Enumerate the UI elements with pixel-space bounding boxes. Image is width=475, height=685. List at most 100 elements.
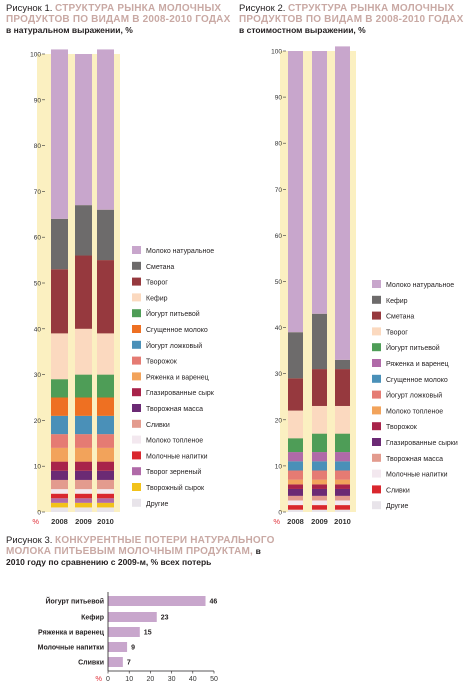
chart2-legend-label: Молоко натуральное [386, 282, 454, 289]
chart2-legend-label: Ряженка и варенец [386, 361, 449, 368]
chart1-bar-segment [75, 507, 92, 512]
chart3-value-label: 15 [144, 630, 152, 637]
chart2-y-tick: 10 [275, 463, 283, 470]
chart1-y-tick: 40 [34, 326, 42, 333]
chart2-legend-label: Йогурт ложковый [386, 391, 442, 400]
chart3-unit-label: % [95, 674, 102, 683]
chart2-bar-segment [288, 332, 303, 379]
chart2-bar-segment [288, 51, 303, 333]
chart2-unit-label: % [273, 517, 280, 526]
chart2-bar-segment [288, 484, 303, 489]
chart2-bar-segment [335, 495, 350, 501]
chart2-bar-segment [288, 505, 303, 510]
fig1-subtitle: в натуральном выражении, % [6, 25, 133, 35]
chart1-legend-swatch [132, 404, 141, 412]
chart2-legend-swatch [372, 327, 381, 336]
fig2-number: Рисунок 2. [239, 3, 286, 14]
chart1-bar-segment [97, 260, 114, 334]
chart1-legend-swatch [132, 388, 141, 397]
chart1-bar-segment [51, 218, 68, 270]
chart1-bar-segment [97, 333, 114, 375]
chart1-bar-segment [97, 470, 114, 480]
chart2-bar-segment [288, 438, 303, 453]
chart2-y-tick: 60 [275, 233, 283, 240]
fig3-title: КОНКУРЕНТНЫЕ ПОТЕРИ НАТУРАЛЬНОГО МОЛОКА … [6, 535, 275, 557]
chart2-bar-segment [335, 479, 350, 485]
chart2-bar-segment [312, 500, 327, 506]
chart1-legend-label: Сгущенное молоко [146, 327, 208, 334]
chart2-y-tick: 90 [275, 95, 283, 102]
chart2-legend-label: Сметана [386, 314, 414, 321]
chart1-bar-segment [51, 479, 68, 490]
chart3-bar [108, 642, 128, 652]
chart3-bar [108, 596, 206, 606]
chart2-y-tick: 30 [275, 371, 283, 378]
chart3-value-label: 23 [161, 615, 169, 622]
chart2-legend-swatch [372, 406, 381, 415]
chart1-legend-swatch [132, 451, 141, 460]
chart2-legend-swatch [372, 311, 381, 320]
chart2-bar-segment [312, 369, 327, 406]
chart1-legend-swatch [132, 498, 141, 507]
chart1-legend-label: Сливки [146, 422, 170, 429]
chart1-bar-segment [97, 374, 114, 398]
chart1-legend-label: Творог зерненый [146, 468, 201, 476]
chart1-legend-swatch [132, 261, 141, 270]
chart1-legend-swatch [132, 277, 141, 286]
chart3-category-label: Кефир [81, 615, 104, 622]
chart2-y-tick: 0 [278, 510, 282, 517]
chart2-bar-segment [288, 488, 303, 496]
chart2-y-tick: 50 [275, 279, 283, 286]
chart1-legend-swatch [132, 340, 141, 349]
chart1-bar-segment [97, 434, 114, 448]
fig1-title-block: Рисунок 1. СТРУКТУРА РЫНКА МОЛОЧНЫХ ПРОД… [6, 3, 231, 36]
chart2-y-tick: 20 [275, 417, 283, 424]
chart2-bar-segment [312, 484, 327, 489]
chart2-x-tick: 2010 [334, 517, 351, 526]
chart3-category-label: Молочные напитки [38, 645, 104, 652]
chart3-value-label: 9 [131, 645, 135, 652]
chart1-bar-segment [97, 502, 114, 508]
chart2-bar-segment [335, 46, 350, 360]
fig2-subtitle: в стоимостном выражении, % [239, 25, 366, 35]
chart1-legend-swatch [132, 309, 141, 318]
chart3-x-tick: 0 [106, 676, 110, 683]
fig3-subtitle: в 2010 году по сравнению с 2009-м, % все… [6, 546, 261, 567]
chart1-y-tick: 50 [34, 281, 42, 288]
chart2-bar-segment [288, 479, 303, 485]
chart2-bar-segment [288, 495, 303, 501]
chart1-legend-swatch [132, 483, 141, 491]
chart1-legend-swatch [132, 293, 141, 302]
chart2-bar-segment [288, 378, 303, 411]
chart1-x-tick: 2008 [51, 517, 68, 526]
chart2-bar-segment [335, 505, 350, 510]
chart1-legend-label: Творожок [146, 359, 178, 366]
chart1-bar-segment [75, 447, 92, 462]
chart1-bar-segment [97, 461, 114, 471]
chart3-x-tick: 50 [210, 676, 218, 683]
chart1-bar-segment [75, 255, 92, 329]
chart2-bar-segment [312, 433, 327, 453]
chart3-x-tick: 40 [189, 676, 197, 683]
chart2-legend-label: Творожок [386, 424, 418, 431]
chart1-legend-label: Другие [146, 501, 169, 508]
chart2-bar-segment [335, 488, 350, 496]
chart1-bar-segment [51, 502, 68, 508]
chart1-legend-label: Кефир [146, 295, 168, 302]
chart1-bar-segment [51, 397, 68, 416]
chart1-legend-swatch [132, 419, 141, 428]
chart2-legend-label: Сливки [386, 487, 410, 494]
chart1-y-tick: 90 [34, 97, 42, 104]
chart1-bar-segment [75, 328, 92, 375]
chart1-bar-segment [75, 54, 92, 206]
chart2-bar-segment [335, 470, 350, 480]
chart1-legend-label: Глазированные сырк [146, 390, 215, 397]
chart1-bar-segment [51, 498, 68, 503]
chart1-x-tick: 2010 [97, 517, 114, 526]
chart1-bar-segment [51, 470, 68, 480]
chart1-legend-label: Молоко топленое [146, 438, 203, 445]
chart2-legend-swatch [372, 501, 381, 510]
chart1-bar-segment [75, 479, 92, 490]
chart1-bar-segment [97, 209, 114, 261]
chart1-legend-label: Творог [146, 280, 168, 287]
